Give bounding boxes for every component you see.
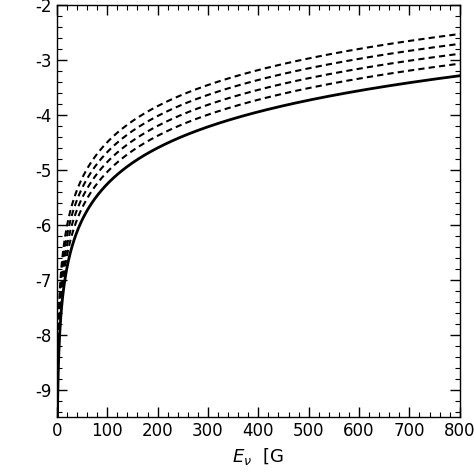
X-axis label: $E_\nu$  [G: $E_\nu$ [G <box>232 446 284 466</box>
